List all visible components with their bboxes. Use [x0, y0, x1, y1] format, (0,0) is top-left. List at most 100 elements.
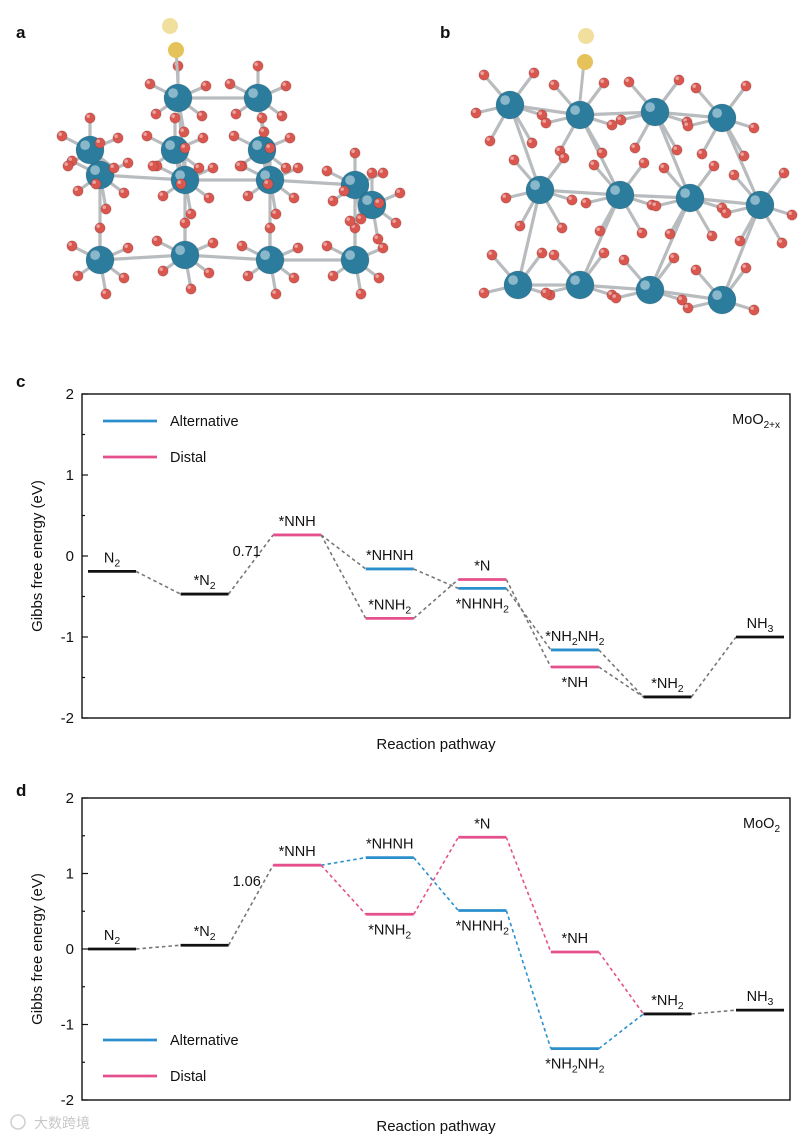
o-atom	[484, 135, 496, 147]
state-label-main: NH	[747, 989, 768, 1005]
plot-frame	[81, 393, 791, 719]
o-atom	[748, 122, 760, 134]
o-atom	[258, 126, 270, 138]
atom-highlight	[645, 102, 655, 112]
o-atom	[594, 225, 606, 237]
atom-highlight	[159, 267, 163, 271]
atom-highlight	[570, 275, 580, 285]
o-atom	[66, 240, 78, 252]
o-atom	[288, 192, 300, 204]
o-atom	[526, 137, 538, 149]
o-atom	[175, 178, 187, 190]
atom-highlight	[96, 139, 100, 143]
atom-highlight	[683, 118, 687, 122]
atom-highlight	[232, 110, 236, 114]
o-atom	[740, 262, 752, 274]
state-label-main: *NH	[562, 675, 589, 691]
mo-atom	[635, 275, 665, 305]
state-label-subscript: 2	[599, 636, 605, 648]
o-atom	[157, 190, 169, 202]
pathway-connector	[227, 534, 274, 595]
atom-highlight	[92, 180, 96, 184]
o-atom	[377, 242, 389, 254]
o-atom	[500, 192, 512, 204]
bond	[183, 253, 272, 262]
y-tick-label: 0	[66, 548, 74, 565]
o-atom	[556, 222, 568, 234]
atom-highlight	[226, 80, 230, 84]
atom-highlight	[742, 264, 746, 268]
atom-highlight	[608, 121, 612, 125]
atom-highlight	[165, 140, 176, 151]
state-label-main: *NH	[545, 629, 572, 645]
o-atom	[292, 242, 304, 254]
pathway-connector	[505, 579, 552, 668]
o-atom	[288, 272, 300, 284]
bond	[516, 188, 542, 287]
atom-highlight	[742, 82, 746, 86]
atom-highlight	[488, 251, 492, 255]
o-atom	[224, 78, 236, 90]
state-label-tail: NH	[578, 1057, 599, 1073]
legend: Alternative Distal	[103, 1033, 239, 1085]
state-label-subscript: 3	[768, 996, 774, 1008]
state-label-main: *N	[474, 816, 490, 832]
atom-highlight	[590, 161, 594, 165]
atom-highlight	[542, 119, 546, 123]
material-tag-subscript: 2	[774, 824, 780, 835]
bond	[648, 196, 692, 292]
barrier-annotation: 1.06	[233, 874, 261, 890]
atom-highlight	[750, 124, 754, 128]
o-atom	[668, 252, 680, 264]
o-atom	[207, 162, 219, 174]
atom-highlight	[329, 197, 333, 201]
atom-highlight	[625, 78, 629, 82]
state-label-subscript: 2	[405, 604, 411, 616]
o-atom	[94, 222, 106, 234]
atom-highlight	[90, 165, 100, 176]
state-label: *NH2NH2	[545, 629, 604, 648]
atom-highlight	[780, 169, 784, 173]
atom-highlight	[379, 169, 383, 173]
o-atom	[56, 130, 68, 142]
mo-atom	[745, 190, 775, 220]
atom-highlight	[608, 291, 612, 295]
atom-highlight	[323, 167, 327, 171]
o-atom	[548, 79, 560, 91]
o-atom	[540, 287, 552, 299]
o-atom	[706, 230, 718, 242]
y-tick-label: 2	[66, 386, 74, 403]
o-atom	[284, 132, 296, 144]
panel-label-d: d	[16, 781, 26, 800]
o-atom	[610, 292, 622, 304]
o-atom	[203, 267, 215, 279]
atom-highlight	[673, 146, 677, 150]
atom-highlight	[260, 128, 264, 132]
o-atom	[197, 132, 209, 144]
pathway-connector	[135, 944, 181, 950]
atom-highlight	[712, 290, 722, 300]
atom-highlight	[175, 170, 186, 181]
o-atom	[636, 227, 648, 239]
atom-highlight	[652, 202, 656, 206]
o-atom	[108, 162, 120, 174]
state-label-subscript: 2	[114, 557, 120, 569]
legend-label-alternative: Alternative	[170, 414, 239, 430]
o-atom	[664, 228, 676, 240]
panel-label-b: b	[440, 23, 450, 42]
atom-highlight	[666, 230, 670, 234]
atom-highlight	[740, 152, 744, 156]
atom-highlight	[102, 290, 106, 294]
material-tag-main: MoO	[743, 816, 774, 832]
atom-highlight	[600, 249, 604, 253]
bond	[720, 203, 762, 302]
atom-highlight	[542, 289, 546, 293]
atom-highlight	[530, 69, 534, 73]
atom-highlight	[351, 149, 355, 153]
pathway-connector	[413, 578, 459, 619]
mo-atom	[707, 103, 737, 133]
atom-highlight	[114, 134, 118, 138]
o-atom	[606, 119, 618, 131]
atom-highlight	[472, 109, 476, 113]
